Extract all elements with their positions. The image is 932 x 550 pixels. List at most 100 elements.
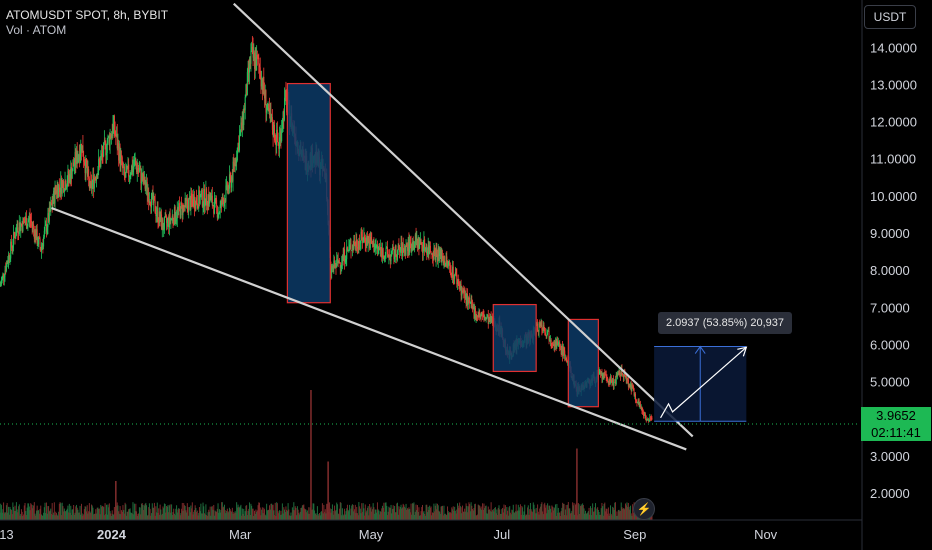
volume-bar [329, 502, 331, 520]
volume-bar [461, 513, 463, 520]
volume-bar [15, 502, 17, 520]
candle-body [3, 276, 5, 279]
volume-bar [87, 513, 89, 520]
volume-bar [453, 510, 455, 520]
volume-bar [508, 507, 510, 520]
volume-bar [472, 508, 474, 520]
candle-body [554, 341, 556, 347]
volume-bar [393, 508, 395, 520]
volume-bar [127, 511, 129, 520]
volume-bar [373, 507, 375, 520]
volume-bar [484, 508, 486, 520]
candle-body [425, 248, 427, 249]
volume-bar [103, 515, 105, 520]
candle-body [172, 215, 174, 221]
volume-bar [91, 504, 93, 520]
candle-body [213, 205, 215, 214]
candle-body [414, 234, 416, 245]
volume-bar [142, 504, 144, 520]
price-axis[interactable]: 14.000013.000012.000011.000010.00009.000… [870, 40, 917, 501]
volume-legend[interactable]: Vol · ATOM [6, 23, 67, 37]
candle-body [544, 332, 546, 336]
candle-body [632, 385, 634, 389]
volume-bar [397, 514, 399, 520]
candle-body [138, 170, 140, 172]
candle-body [356, 240, 358, 248]
volume-bar [365, 512, 367, 520]
volume-bar [474, 503, 476, 520]
candle-body [635, 394, 637, 401]
candle-body [556, 341, 558, 347]
candle-body [271, 117, 273, 130]
volume-bar [27, 503, 29, 520]
candle-body [605, 374, 607, 376]
candle-body [45, 223, 47, 226]
candle-body [203, 188, 205, 207]
candle-body [617, 372, 619, 375]
volume-bar [426, 512, 428, 520]
candle-body [457, 279, 459, 285]
volume-bar [504, 508, 506, 520]
volume-bar [602, 515, 604, 520]
candle-body [542, 329, 544, 332]
volume-bar [416, 505, 418, 520]
volume-bar [588, 507, 590, 520]
candle-body [13, 231, 15, 236]
symbol-title[interactable]: ATOMUSDT SPOT, 8h, BYBIT [6, 8, 169, 22]
volume-bar [135, 503, 137, 520]
candle-body [218, 213, 220, 215]
volume-bar [68, 503, 70, 520]
volume-bar [279, 514, 281, 520]
volume-bar [456, 509, 458, 520]
candle-body [560, 348, 562, 355]
candle-body [107, 136, 109, 144]
drawings[interactable] [51, 2, 748, 451]
volume-bar [43, 507, 45, 520]
candle-body [39, 238, 41, 248]
volume-bar [518, 510, 520, 520]
candle-body [97, 171, 99, 179]
candle-body [612, 378, 614, 383]
volume-bar [220, 509, 222, 520]
candle-body [387, 253, 389, 257]
volume-bar [509, 506, 511, 520]
volume-bar [188, 507, 190, 520]
volume-bar [545, 505, 547, 520]
currency-button[interactable]: USDT [864, 5, 916, 29]
candle-body [234, 158, 236, 166]
candle-body [540, 321, 542, 327]
lightning-icon[interactable]: ⚡ [633, 498, 655, 520]
volume-bar [306, 512, 308, 520]
candle-body [462, 290, 464, 293]
volume-bar [133, 503, 135, 520]
candle-body [434, 247, 436, 252]
candle-body [183, 205, 185, 207]
volume-bar [100, 504, 102, 520]
candle-body [401, 243, 403, 256]
volume-bar [168, 505, 170, 520]
candle-body [141, 173, 143, 184]
candle-body [627, 379, 629, 387]
candle-body [453, 277, 455, 279]
candle-body [83, 161, 85, 165]
volume-bar [243, 515, 245, 520]
volume-bar [552, 506, 554, 520]
candle-body [603, 373, 605, 380]
candle-body [281, 130, 283, 141]
candle-body [38, 237, 40, 239]
volume-bar [499, 509, 501, 520]
candle-body [610, 376, 612, 383]
candle-body [274, 124, 276, 141]
candle-body [133, 160, 135, 166]
time-axis[interactable]: 13 2024 Mar May Jul Sep Nov [0, 527, 778, 542]
candle-body [94, 178, 96, 179]
candle-body [636, 401, 638, 403]
volume-bar [181, 502, 183, 520]
candle-body [637, 399, 639, 402]
volume-bar [570, 512, 572, 520]
candle-body [113, 115, 115, 132]
candle-body [37, 244, 39, 245]
candle-body [65, 180, 67, 189]
candle-body [375, 246, 377, 248]
